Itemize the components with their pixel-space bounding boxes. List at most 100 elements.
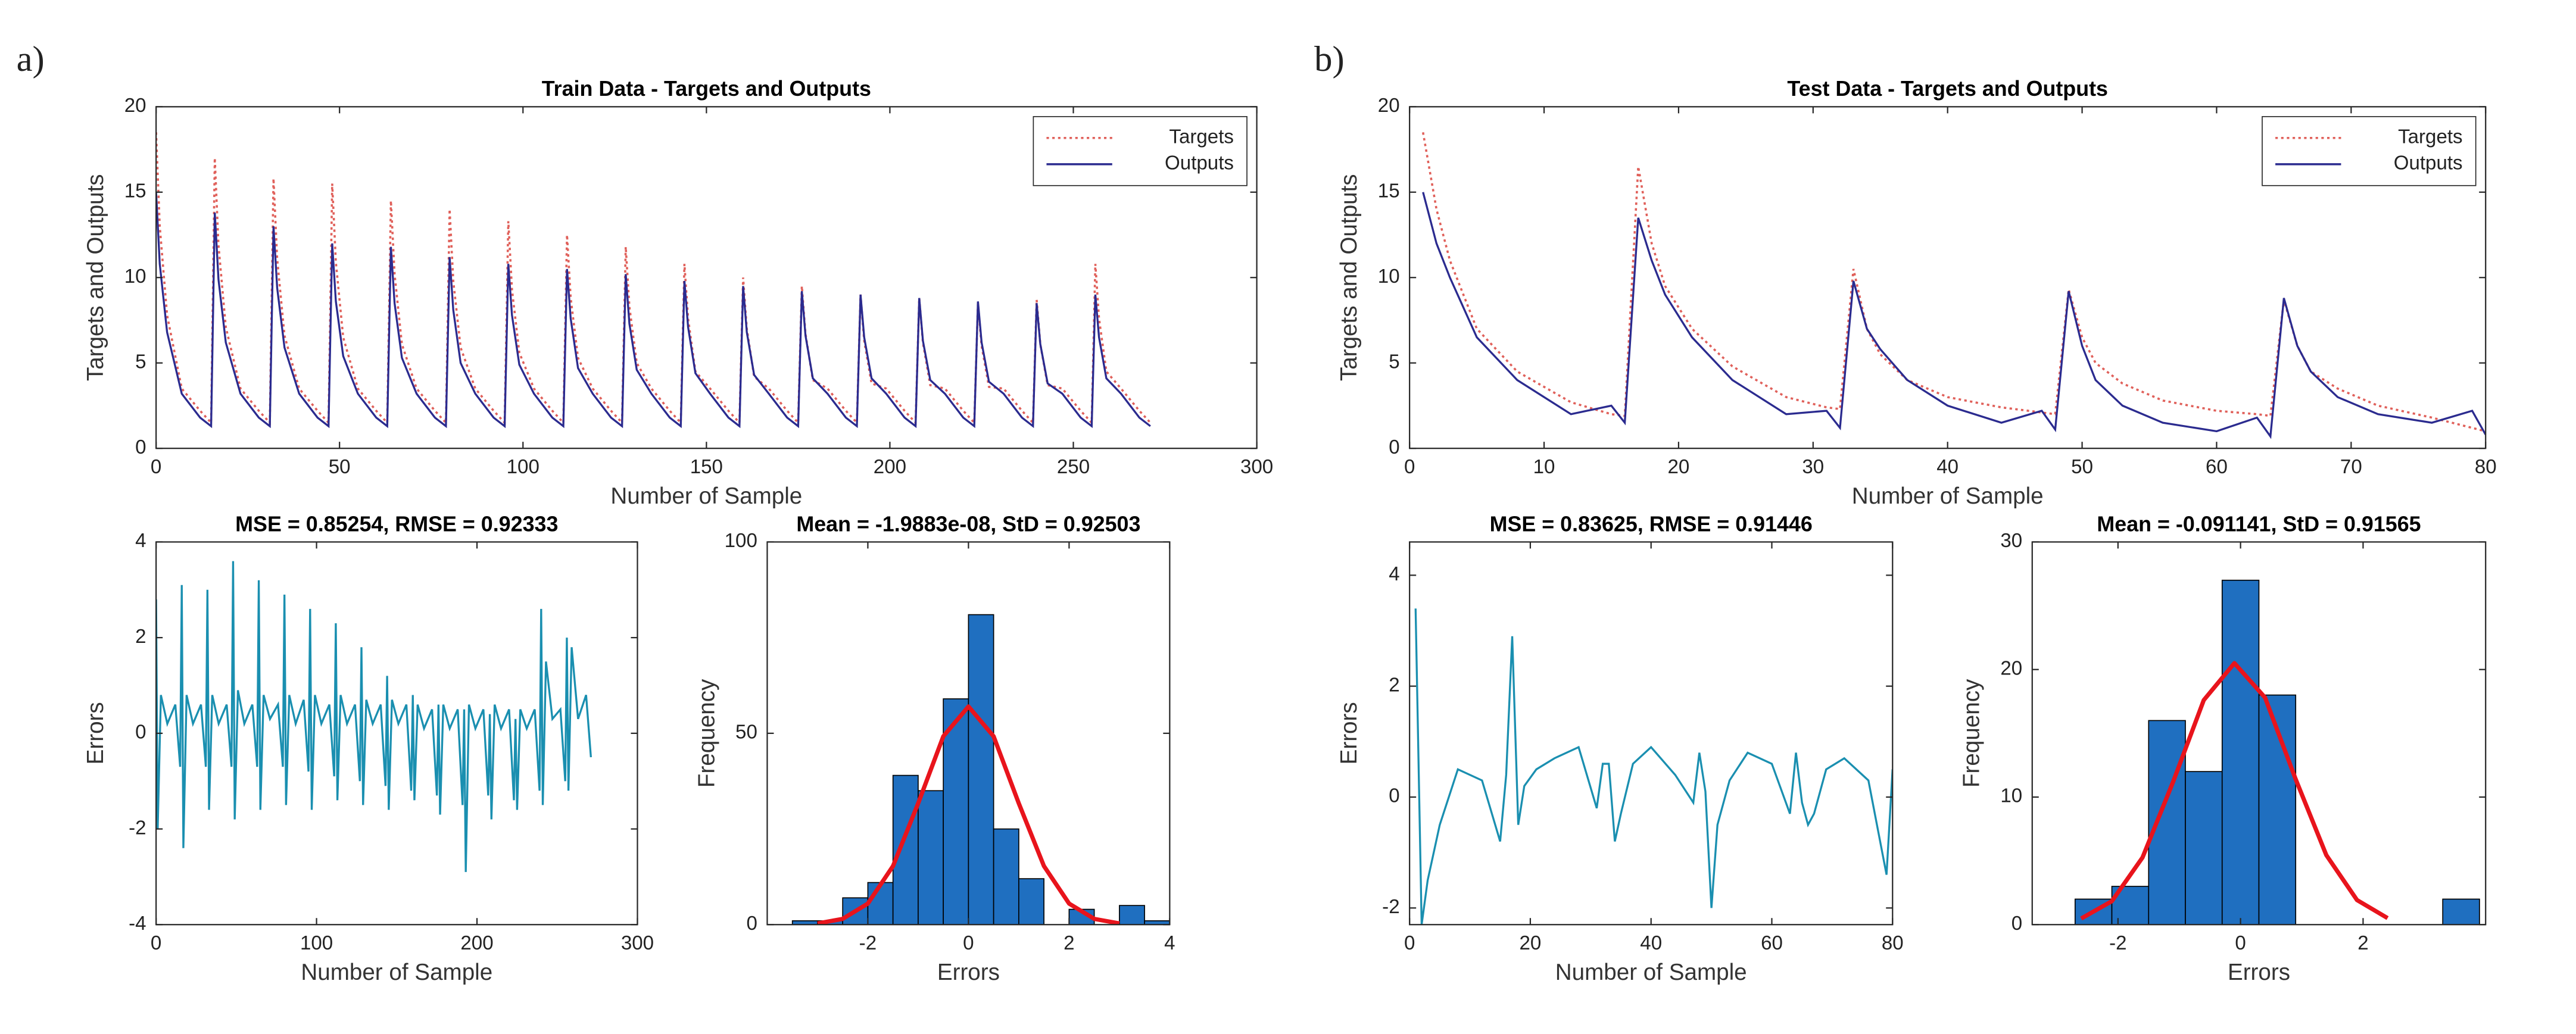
plot-marks [1414,608,1893,925]
histogram-bar [2185,771,2223,925]
x-tick-label: 30 [1802,456,1824,478]
y-tick-label: 0 [135,436,146,458]
x-tick-label: 200 [874,456,906,478]
x-tick-label: 10 [1533,456,1555,478]
x-axis-label: Number of Sample [1852,483,2044,509]
y-tick-label: 4 [135,530,146,552]
histogram-bar [918,790,944,925]
legend-label: Targets [2398,126,2463,148]
histogram-bar [2148,720,2186,925]
x-tick-label: 0 [963,932,974,954]
histogram-bar [2221,579,2260,925]
histogram-bar [1018,878,1044,925]
legend-box [1033,116,1248,186]
x-tick-label: 0 [2235,932,2246,954]
y-tick-label: -2 [129,817,146,839]
x-tick-label: 300 [621,932,654,954]
panel-label: b) [1314,39,1345,79]
data-line [156,561,592,872]
data-line [1422,192,2486,439]
chart-title: MSE = 0.83625, RMSE = 0.91446 [1490,512,1813,536]
x-tick-label: 150 [690,456,723,478]
chart-title: Test Data - Targets and Outputs [1787,77,2108,101]
y-axis-label: Targets and Outputs [1336,174,1362,381]
x-tick-label: 0 [1404,932,1415,954]
y-tick-label: 15 [124,180,146,202]
histogram-bar [892,774,919,925]
fit-curve [817,704,1120,925]
y-tick-label: 5 [1389,351,1399,373]
data-line [156,192,1151,429]
plot-area [1409,542,1893,925]
x-tick-label: 250 [1057,456,1090,478]
x-tick-label: 40 [1936,456,1958,478]
x-tick-label: -2 [2109,932,2126,954]
x-tick-label: 100 [507,456,539,478]
x-tick-label: 0 [1404,456,1415,478]
y-tick-label: 10 [2000,785,2022,807]
y-tick-label: 2 [1389,674,1399,696]
x-tick-label: 60 [1761,932,1783,954]
x-tick-label: 0 [151,456,161,478]
y-axis-label: Frequency [694,679,719,788]
histogram-bar [943,698,969,925]
x-axis-label: Number of Sample [1555,960,1747,985]
fit-curve [2080,661,2389,921]
y-tick-label: 20 [1378,95,1400,117]
y-tick-label: 0 [746,913,757,935]
y-tick-label: 15 [1378,180,1400,202]
y-tick-label: 0 [1389,785,1399,807]
plot-marks [2074,579,2480,925]
y-tick-label: 0 [2011,913,2022,935]
legend-label: Targets [1169,126,1234,148]
y-tick-label: 0 [135,721,146,744]
y-tick-label: 20 [2000,657,2022,679]
legend-label: Outputs [1165,152,1234,174]
x-axis-label: Number of Sample [610,483,802,509]
histogram-bar [867,882,894,925]
histogram-bar [1119,905,1145,925]
x-axis-label: Errors [937,960,1000,985]
x-tick-label: 50 [2071,456,2093,478]
data-line [1414,608,1893,925]
histogram-bar [2442,898,2480,925]
y-axis-label: Errors [83,702,108,764]
x-tick-label: 80 [2475,456,2497,478]
x-tick-label: 20 [1520,932,1542,954]
y-tick-label: 0 [1389,436,1399,458]
x-tick-label: 20 [1668,456,1690,478]
chart-title: Mean = -0.091141, StD = 0.91565 [2097,512,2421,536]
x-tick-label: 2 [1064,932,1074,954]
x-tick-label: 100 [300,932,333,954]
x-tick-label: -2 [859,932,877,954]
y-axis-label: Errors [1336,702,1362,764]
y-tick-label: 30 [2000,530,2022,552]
x-tick-label: 200 [460,932,493,954]
y-tick-label: 5 [135,351,146,373]
x-tick-label: 70 [2340,456,2362,478]
panel-label: a) [17,39,45,79]
x-tick-label: 0 [151,932,161,954]
x-tick-label: 40 [1640,932,1662,954]
x-tick-label: 50 [329,456,351,478]
plot-marks [1421,132,2486,439]
x-tick-label: 2 [2357,932,2368,954]
x-axis-label: Errors [2228,960,2290,985]
y-tick-label: 2 [135,626,146,648]
x-axis-label: Number of Sample [301,960,492,985]
y-axis-label: Targets and Outputs [83,174,108,381]
plot-marks [156,132,1152,429]
chart-title: MSE = 0.85254, RMSE = 0.92333 [235,512,558,536]
y-tick-label: 10 [124,265,146,288]
legend-label: Outputs [2394,152,2463,174]
x-tick-label: 300 [1240,456,1273,478]
histogram-bar [968,614,994,925]
y-tick-label: -2 [1382,896,1399,918]
y-tick-label: -4 [129,913,146,935]
y-tick-label: 10 [1378,265,1400,288]
chart-title: Train Data - Targets and Outputs [542,77,871,101]
histogram-bar [993,828,1019,925]
legend-box [2262,116,2477,186]
y-axis-label: Frequency [1959,679,1985,788]
